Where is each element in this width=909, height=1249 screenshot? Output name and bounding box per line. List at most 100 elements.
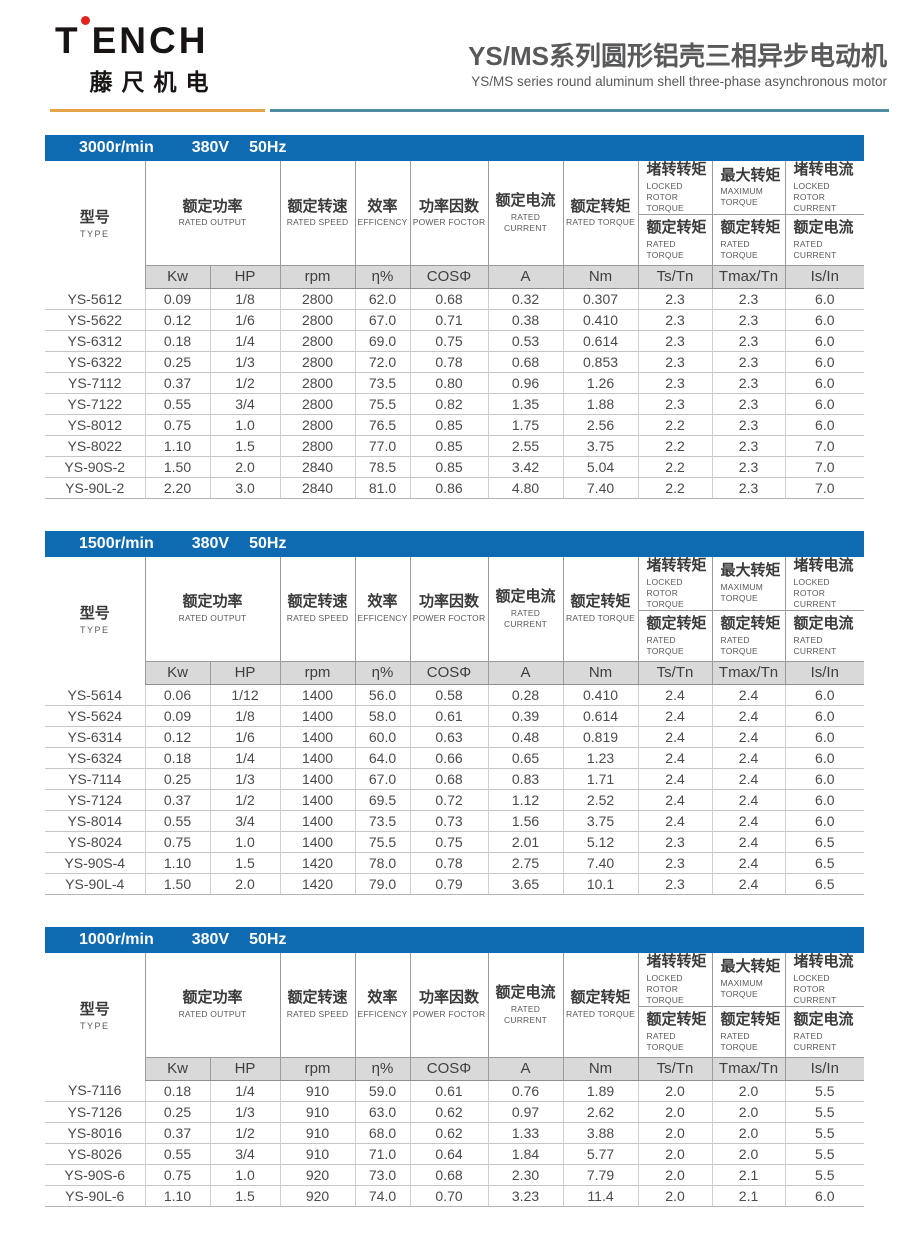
value-cell: 1.71 <box>562 767 639 790</box>
value-cell: 920 <box>279 1184 356 1207</box>
col-header-locked-rotor-current-cn: 堵转电流 <box>793 952 854 970</box>
unit-rpm: rpm <box>279 264 356 289</box>
unit-ts-tn: Ts/Tn <box>637 1056 713 1081</box>
col-header-locked-rotor-torque: 堵转转矩 LOCKED ROTOR TORQUE <box>637 161 713 215</box>
section-voltage-label: 380V <box>191 930 230 948</box>
value-cell: 1/2 <box>209 1121 281 1144</box>
value-cell: 2.3 <box>711 413 786 436</box>
col-subheader-ratio-rated-torque: 额定转矩 RATED TORQUE <box>637 609 713 662</box>
col-header-rated-speed-en: RATED SPEED <box>286 217 349 228</box>
value-cell: 1.5 <box>209 434 281 457</box>
model-cell: YS-6312 <box>45 329 145 352</box>
value-cell: 0.85 <box>409 413 489 436</box>
col-subheader-ratio-rated-torque-cn: 额定转矩 <box>720 218 781 236</box>
table-row: YS-8012 0.75 1.0 2800 76.5 0.85 1.75 2.56 2.2 2.3… <box>45 413 865 436</box>
table-row: YS-6324 0.18 1/4 1400 64.0 0.66 0.65 1.23 2.4 2.4… <box>45 746 865 769</box>
brand-wordmark: T ENCH <box>55 16 208 59</box>
value-cell: 2.4 <box>637 767 713 790</box>
col-header-rated-speed-en: RATED SPEED <box>286 613 349 624</box>
unit-ts-tn: Ts/Tn <box>637 264 713 289</box>
value-cell: 1/8 <box>209 288 281 310</box>
col-subheader-ratio-rated-current-en: RATED CURRENT <box>793 238 837 260</box>
value-cell: 0.66 <box>409 746 489 769</box>
value-cell: 2.1 <box>711 1163 786 1186</box>
col-header-efficiency-cn: 效率 <box>367 593 398 611</box>
value-cell: 1.35 <box>487 392 564 415</box>
value-cell: 2.3 <box>711 350 786 373</box>
value-cell: 0.62 <box>409 1100 489 1123</box>
section-speed-label: 3000r/min <box>79 139 154 156</box>
model-cell: YS-8012 <box>45 413 145 436</box>
value-cell: 2.3 <box>711 371 786 394</box>
col-header-rated-output: 额定功率 RATED OUTPUT <box>144 161 281 266</box>
header-divider <box>50 109 889 112</box>
value-cell: 1400 <box>279 746 356 769</box>
value-cell: 77.0 <box>354 434 411 457</box>
value-cell: 1400 <box>279 725 356 748</box>
value-cell: 0.79 <box>409 872 489 895</box>
value-cell: 0.72 <box>409 788 489 811</box>
value-cell: 0.68 <box>409 288 489 310</box>
value-cell: 2.4 <box>637 809 713 832</box>
value-cell: 2.1 <box>711 1184 786 1207</box>
value-cell: 2.52 <box>562 788 639 811</box>
value-cell: 0.71 <box>409 308 489 331</box>
value-cell: 6.0 <box>784 371 865 394</box>
value-cell: 1.12 <box>487 788 564 811</box>
value-cell: 0.96 <box>487 371 564 394</box>
value-cell: 3/4 <box>209 392 281 415</box>
model-cell: YS-5624 <box>45 704 145 727</box>
value-cell: 2800 <box>279 288 356 310</box>
col-header-locked-rotor-current-cn: 堵转电流 <box>793 161 854 178</box>
value-cell: 0.75 <box>409 830 489 853</box>
col-subheader-ratio-rated-torque-en: RATED TORQUE <box>720 238 758 260</box>
value-cell: 2.4 <box>711 746 786 769</box>
col-header-rated-speed-cn: 额定转速 <box>287 197 348 215</box>
table-row: YS-7122 0.55 3/4 2800 75.5 0.82 1.35 1.88 2.3 2.3… <box>45 392 865 415</box>
value-cell: 0.12 <box>144 725 210 748</box>
col-header-power-factor-cn: 功率因数 <box>419 197 480 215</box>
value-cell: 0.75 <box>144 1163 210 1186</box>
value-cell: 2.4 <box>637 746 713 769</box>
value-cell: 1.10 <box>144 851 210 874</box>
value-cell: 0.65 <box>487 746 564 769</box>
value-cell: 1/4 <box>209 329 281 352</box>
divider-teal-segment <box>270 109 889 112</box>
col-header-rated-torque-cn: 额定转矩 <box>570 989 631 1007</box>
value-cell: 0.55 <box>144 809 210 832</box>
value-cell: 5.5 <box>784 1080 865 1102</box>
value-cell: 0.82 <box>409 392 489 415</box>
model-cell: YS-90L-4 <box>45 872 145 895</box>
value-cell: 1.5 <box>209 851 281 874</box>
value-cell: 0.75 <box>144 413 210 436</box>
col-header-power-factor-cn: 功率因数 <box>419 989 480 1007</box>
col-header-maximum-torque-en: MAXIMUM TORQUE <box>720 978 763 1000</box>
spec-section: 1500r/min 380V 50Hz 型号 TYPE 额定功率 RATED O <box>45 530 865 895</box>
col-header-type: 型号 TYPE <box>45 556 145 685</box>
value-cell: 2.20 <box>144 476 210 499</box>
value-cell: 58.0 <box>354 704 411 727</box>
value-cell: 6.0 <box>784 288 865 310</box>
value-cell: 2.0 <box>711 1121 786 1144</box>
col-subheader-ratio-rated-torque-cn: 额定转矩 <box>720 614 781 632</box>
value-cell: 2.3 <box>637 371 713 394</box>
value-cell: 69.0 <box>354 329 411 352</box>
col-header-locked-rotor-torque-en: LOCKED ROTOR TORQUE <box>646 972 684 1005</box>
value-cell: 2840 <box>279 455 356 478</box>
value-cell: 0.83 <box>487 767 564 790</box>
col-header-type-cn: 型号 <box>79 1000 110 1018</box>
value-cell: 56.0 <box>354 684 411 706</box>
value-cell: 2840 <box>279 476 356 499</box>
value-cell: 0.62 <box>409 1121 489 1144</box>
spec-table: 型号 TYPE 额定功率 RATED OUTPUT 额定转速 RATED SPE… <box>45 161 865 499</box>
table-row: YS-5624 0.09 1/8 1400 58.0 0.61 0.39 0.614 2.4 2.… <box>45 704 865 727</box>
col-header-efficiency-cn: 效率 <box>367 989 398 1007</box>
value-cell: 0.85 <box>409 455 489 478</box>
value-cell: 1/2 <box>209 371 281 394</box>
col-header-efficiency-en: EFFICENCY <box>357 1009 408 1020</box>
col-header-efficiency-en: EFFICENCY <box>357 217 408 228</box>
col-header-rated-output-en: RATED OUTPUT <box>178 613 247 624</box>
model-cell: YS-6322 <box>45 350 145 373</box>
col-subheader-ratio-rated-torque: 额定转矩 RATED TORQUE <box>637 213 713 266</box>
value-cell: 73.5 <box>354 809 411 832</box>
